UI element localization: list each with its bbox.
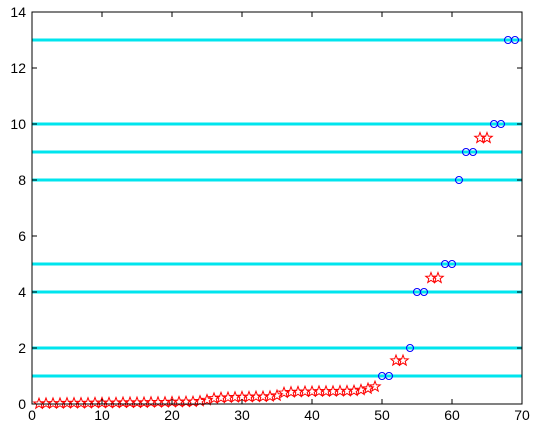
- y-tick-labels: 0 2 4 6 8 10 12 14: [10, 4, 26, 412]
- circle-point: [385, 372, 393, 380]
- x-tick-label: 30: [234, 407, 250, 423]
- star-point: [480, 131, 494, 144]
- y-tick-label: 0: [18, 396, 26, 412]
- y-tick-label: 12: [10, 60, 26, 76]
- y-tick-label: 6: [18, 228, 26, 244]
- y-tick-label: 10: [10, 116, 26, 132]
- star-point: [263, 389, 277, 403]
- x-tick-label: 0: [28, 407, 36, 423]
- y-tick-label: 4: [18, 284, 26, 300]
- axis-ticks: [31, 11, 523, 405]
- star-point: [396, 353, 410, 367]
- star-point: [277, 385, 291, 399]
- circle-point: [511, 36, 519, 44]
- star-point: [431, 271, 445, 284]
- x-tick-labels: 0 10 20 30 40 50 60 70: [28, 407, 530, 423]
- star-point: [207, 391, 221, 405]
- y-tick-label: 8: [18, 172, 26, 188]
- y-tick-label: 14: [10, 4, 26, 20]
- star-point: [270, 388, 284, 402]
- horizontal-reference-lines: [32, 38, 522, 378]
- circle-point: [406, 344, 414, 352]
- data-series: [32, 36, 519, 410]
- star-point: [347, 383, 361, 397]
- x-tick-label: 60: [444, 407, 460, 423]
- x-tick-label: 10: [94, 407, 110, 423]
- x-tick-label: 40: [304, 407, 320, 423]
- circle-point: [455, 176, 463, 184]
- star-point: [368, 379, 382, 393]
- plot-frame: [31, 11, 523, 405]
- y-tick-label: 2: [18, 340, 26, 356]
- circle-point: [420, 288, 428, 296]
- circle-point: [448, 260, 456, 268]
- x-tick-label: 20: [164, 407, 180, 423]
- x-tick-label: 50: [374, 407, 390, 423]
- circle-point: [497, 120, 505, 128]
- circle-point: [469, 148, 477, 156]
- x-tick-label: 70: [514, 407, 530, 423]
